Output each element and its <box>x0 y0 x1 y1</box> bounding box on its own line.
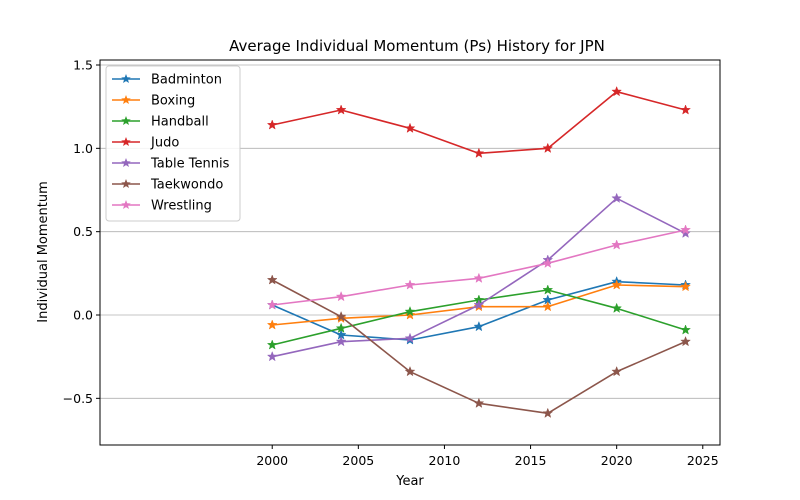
data-point <box>473 272 485 283</box>
series-line <box>272 90 686 155</box>
legend-item: Handball <box>112 115 209 130</box>
data-point <box>266 119 278 130</box>
x-tick-label: 2015 <box>515 453 547 468</box>
series-judo <box>266 85 691 158</box>
series-handball <box>266 284 691 350</box>
legend-label: Badminton <box>151 73 222 88</box>
legend-marker <box>121 74 131 84</box>
x-tick-label: 2010 <box>429 453 461 468</box>
data-point <box>266 319 278 330</box>
data-point <box>404 279 416 290</box>
series-line <box>272 229 686 306</box>
axis-ticks: −0.5 0.0 0.5 1.0 1.5 2000 2005 2010 2015 2020 2025 <box>63 58 719 469</box>
legend-item: Boxing <box>112 94 195 109</box>
data-point <box>473 397 485 408</box>
data-point <box>680 224 691 235</box>
legend: Badminton Boxing Handball Judo Table Tennis T… <box>105 65 241 222</box>
x-tick-label: 2005 <box>342 453 374 468</box>
legend-marker <box>121 179 131 189</box>
y-tick-label: 0.5 <box>73 224 93 239</box>
data-point <box>542 142 554 153</box>
x-axis-label: Year <box>395 474 424 489</box>
legend-marker <box>121 95 131 105</box>
legend-item: Badminton <box>112 73 222 88</box>
y-axis-label: Individual Momentum <box>36 181 51 323</box>
legend-item: Table Tennis <box>112 157 230 172</box>
series-layer <box>266 85 691 418</box>
data-point <box>680 104 691 115</box>
legend-item: Taekwondo <box>112 178 223 193</box>
data-point <box>611 365 623 377</box>
y-tick-label: 1.5 <box>73 58 93 73</box>
data-point <box>335 310 347 322</box>
legend-marker <box>121 158 131 168</box>
legend-label: Table Tennis <box>150 157 230 172</box>
x-tick-label: 2025 <box>687 453 719 468</box>
data-point <box>404 332 416 343</box>
legend-marker <box>121 137 131 147</box>
data-point <box>611 192 623 203</box>
data-point <box>473 147 485 158</box>
legend-label: Boxing <box>151 94 195 109</box>
data-point <box>611 279 623 290</box>
data-point <box>335 335 347 347</box>
x-tick-label: 2000 <box>256 453 288 468</box>
data-point <box>404 309 416 320</box>
legend-box <box>105 65 241 222</box>
data-point <box>404 365 416 377</box>
series-taekwondo <box>266 274 691 418</box>
x-tick-label: 2020 <box>601 453 633 468</box>
data-point <box>680 227 691 238</box>
y-tick-label: 1.0 <box>73 141 93 156</box>
y-tick-label: −0.5 <box>63 391 93 406</box>
legend-label: Judo <box>150 136 179 151</box>
data-point <box>266 274 278 285</box>
legend-label: Taekwondo <box>150 178 223 193</box>
legend-item: Judo <box>112 136 179 151</box>
data-point <box>680 324 691 335</box>
series-table-tennis <box>266 192 691 362</box>
legend-label: Wrestling <box>151 199 212 214</box>
data-point <box>335 322 347 333</box>
data-point <box>542 284 554 295</box>
data-point <box>680 280 691 292</box>
legend-marker <box>121 116 131 126</box>
data-point <box>404 122 416 133</box>
legend-item: Wrestling <box>112 199 212 214</box>
data-point <box>611 302 623 313</box>
plot-frame <box>99 59 721 446</box>
legend-marker <box>121 200 131 210</box>
data-point <box>611 239 623 250</box>
data-point <box>680 335 691 347</box>
series-wrestling <box>266 224 691 310</box>
data-point <box>611 85 623 97</box>
y-tick-label: 0.0 <box>73 308 93 323</box>
legend-label: Handball <box>151 115 209 130</box>
data-point <box>266 350 278 362</box>
chart-title: Average Individual Momentum (Ps) History… <box>229 37 605 55</box>
data-point <box>266 299 278 310</box>
data-point <box>542 407 554 418</box>
data-point <box>542 300 554 312</box>
data-point <box>473 299 485 310</box>
data-point <box>266 339 278 350</box>
data-point <box>473 320 485 332</box>
data-point <box>404 305 416 317</box>
data-point <box>542 257 554 268</box>
data-point <box>335 290 347 302</box>
data-point <box>335 104 347 115</box>
